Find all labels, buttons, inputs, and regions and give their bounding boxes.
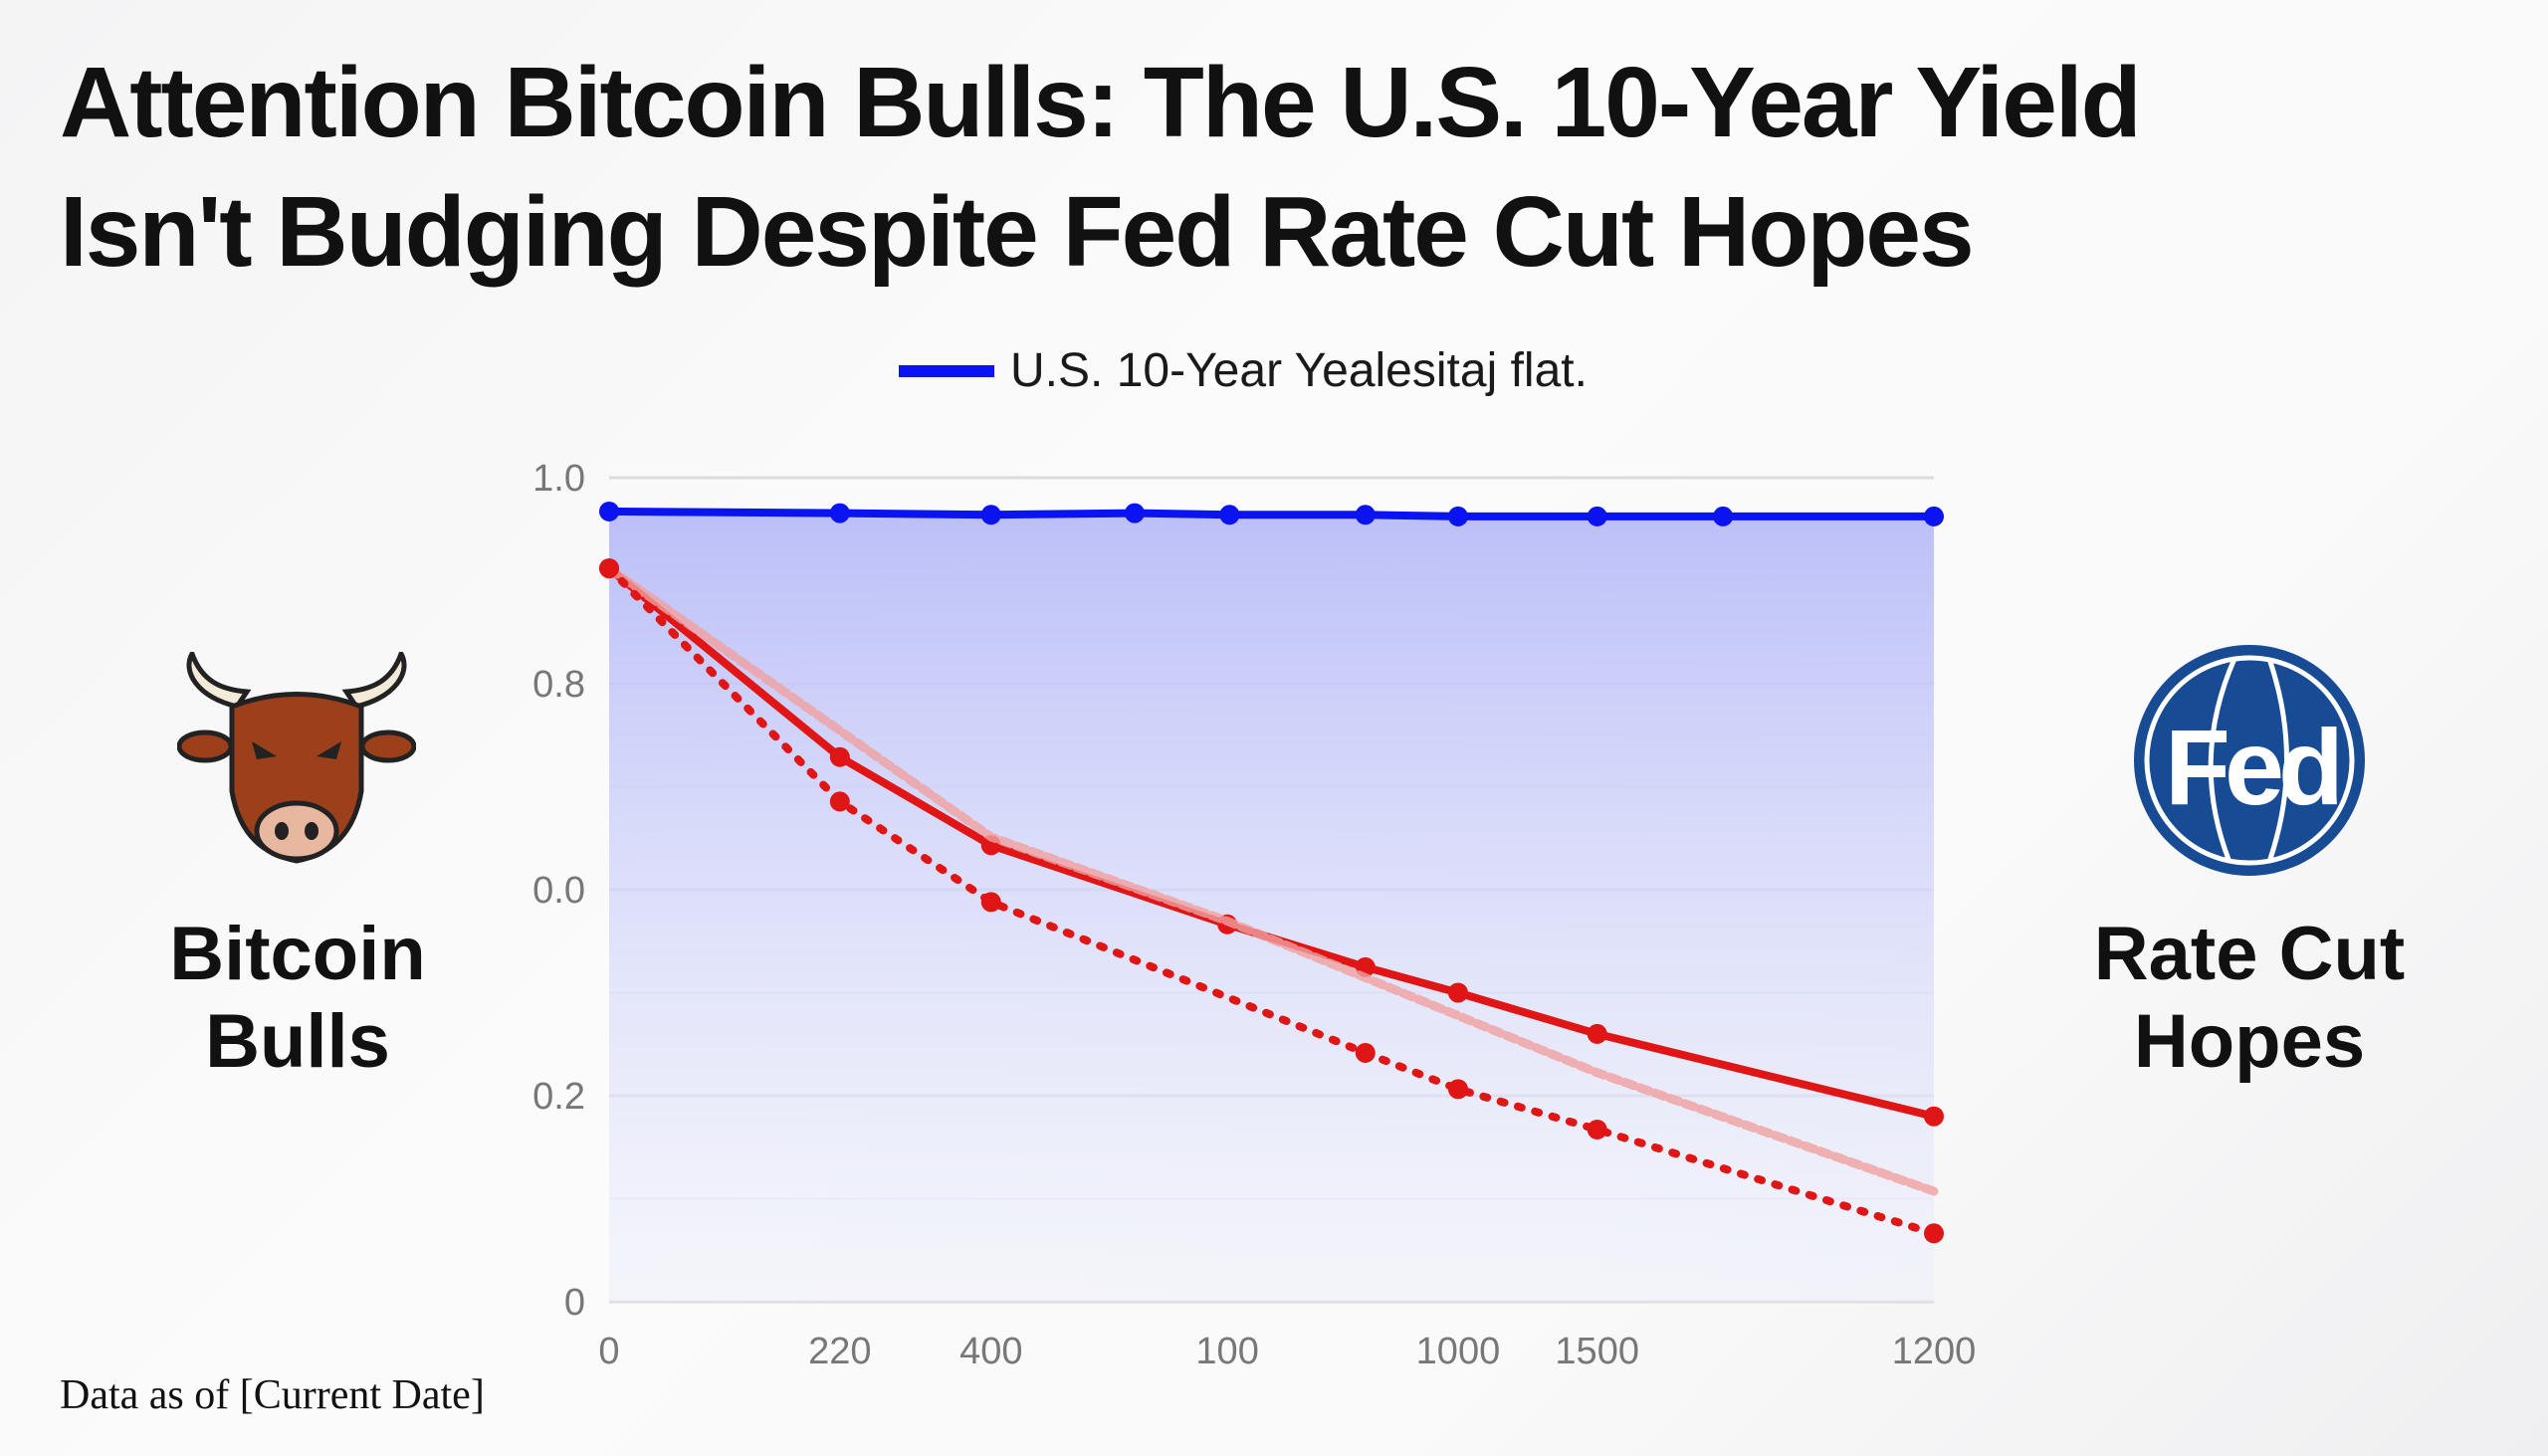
y-tick-label: 1.0	[532, 458, 585, 500]
data-point	[829, 746, 850, 767]
bull-icon	[177, 652, 416, 864]
data-point	[599, 558, 619, 579]
legend-swatch	[899, 364, 994, 377]
y-tick-label: 0	[564, 1282, 585, 1324]
data-point	[1924, 1106, 1944, 1127]
x-tick-label: 1200	[1892, 1331, 1977, 1372]
data-point	[829, 791, 850, 812]
data-point	[1447, 506, 1468, 526]
title-line-1: Attention Bitcoin Bulls: The U.S. 10-Yea…	[60, 47, 2142, 158]
data-point	[1447, 1079, 1468, 1100]
rate-cut-hopes-line-1: Rate Cut	[2093, 912, 2406, 996]
x-tick-label: 400	[959, 1331, 1022, 1372]
series-area-fill	[609, 511, 1934, 1302]
bitcoin-bulls-line-1: Bitcoin	[169, 912, 426, 996]
data-point	[980, 505, 1001, 525]
fed-logo-text: Fed	[2165, 707, 2338, 827]
data-point	[980, 892, 1001, 913]
data-point	[1355, 505, 1376, 525]
x-tick-label: 220	[808, 1331, 871, 1372]
page-title: Attention Bitcoin Bulls: The U.S. 10-Yea…	[60, 38, 2142, 297]
fed-logo-icon: Fed	[2134, 645, 2365, 876]
title-line-2: Isn't Budging Despite Fed Rate Cut Hopes	[60, 176, 1975, 288]
data-point	[599, 501, 619, 521]
y-tick-label: 0.2	[532, 1076, 585, 1118]
bitcoin-bulls-label: Bitcoin Bulls	[89, 911, 507, 1086]
x-tick-label: 1500	[1555, 1331, 1639, 1372]
chart-legend: U.S. 10-Year Yealesitaj flat.	[899, 343, 1588, 398]
data-point	[1713, 506, 1734, 526]
data-point	[1924, 506, 1944, 526]
data-point	[1587, 1119, 1607, 1140]
rate-cut-hopes-line-2: Hopes	[2133, 999, 2366, 1084]
data-point	[1124, 503, 1145, 523]
x-tick-label: 0	[598, 1331, 619, 1372]
series-line-0	[605, 507, 1938, 520]
data-point	[1219, 505, 1240, 525]
legend-label: U.S. 10-Year Yealesitaj flat.	[1010, 344, 1588, 397]
y-tick-label: 0.0	[532, 870, 585, 912]
data-point	[1924, 1223, 1944, 1244]
rate-cut-hopes-label: Rate Cut Hopes	[2040, 911, 2458, 1086]
bitcoin-bulls-line-2: Bulls	[205, 999, 390, 1084]
data-point	[1447, 982, 1468, 1003]
y-tick-label: 0.8	[532, 664, 585, 706]
x-tick-label: 1000	[1416, 1331, 1501, 1372]
series-line-2	[604, 563, 1939, 1196]
footer-note: Data as of [Current Date]	[60, 1372, 485, 1418]
data-point	[1587, 1023, 1607, 1044]
data-point	[829, 503, 850, 523]
data-point	[1587, 506, 1607, 526]
x-tick-label: 100	[1195, 1331, 1258, 1372]
data-point	[1355, 1042, 1376, 1063]
